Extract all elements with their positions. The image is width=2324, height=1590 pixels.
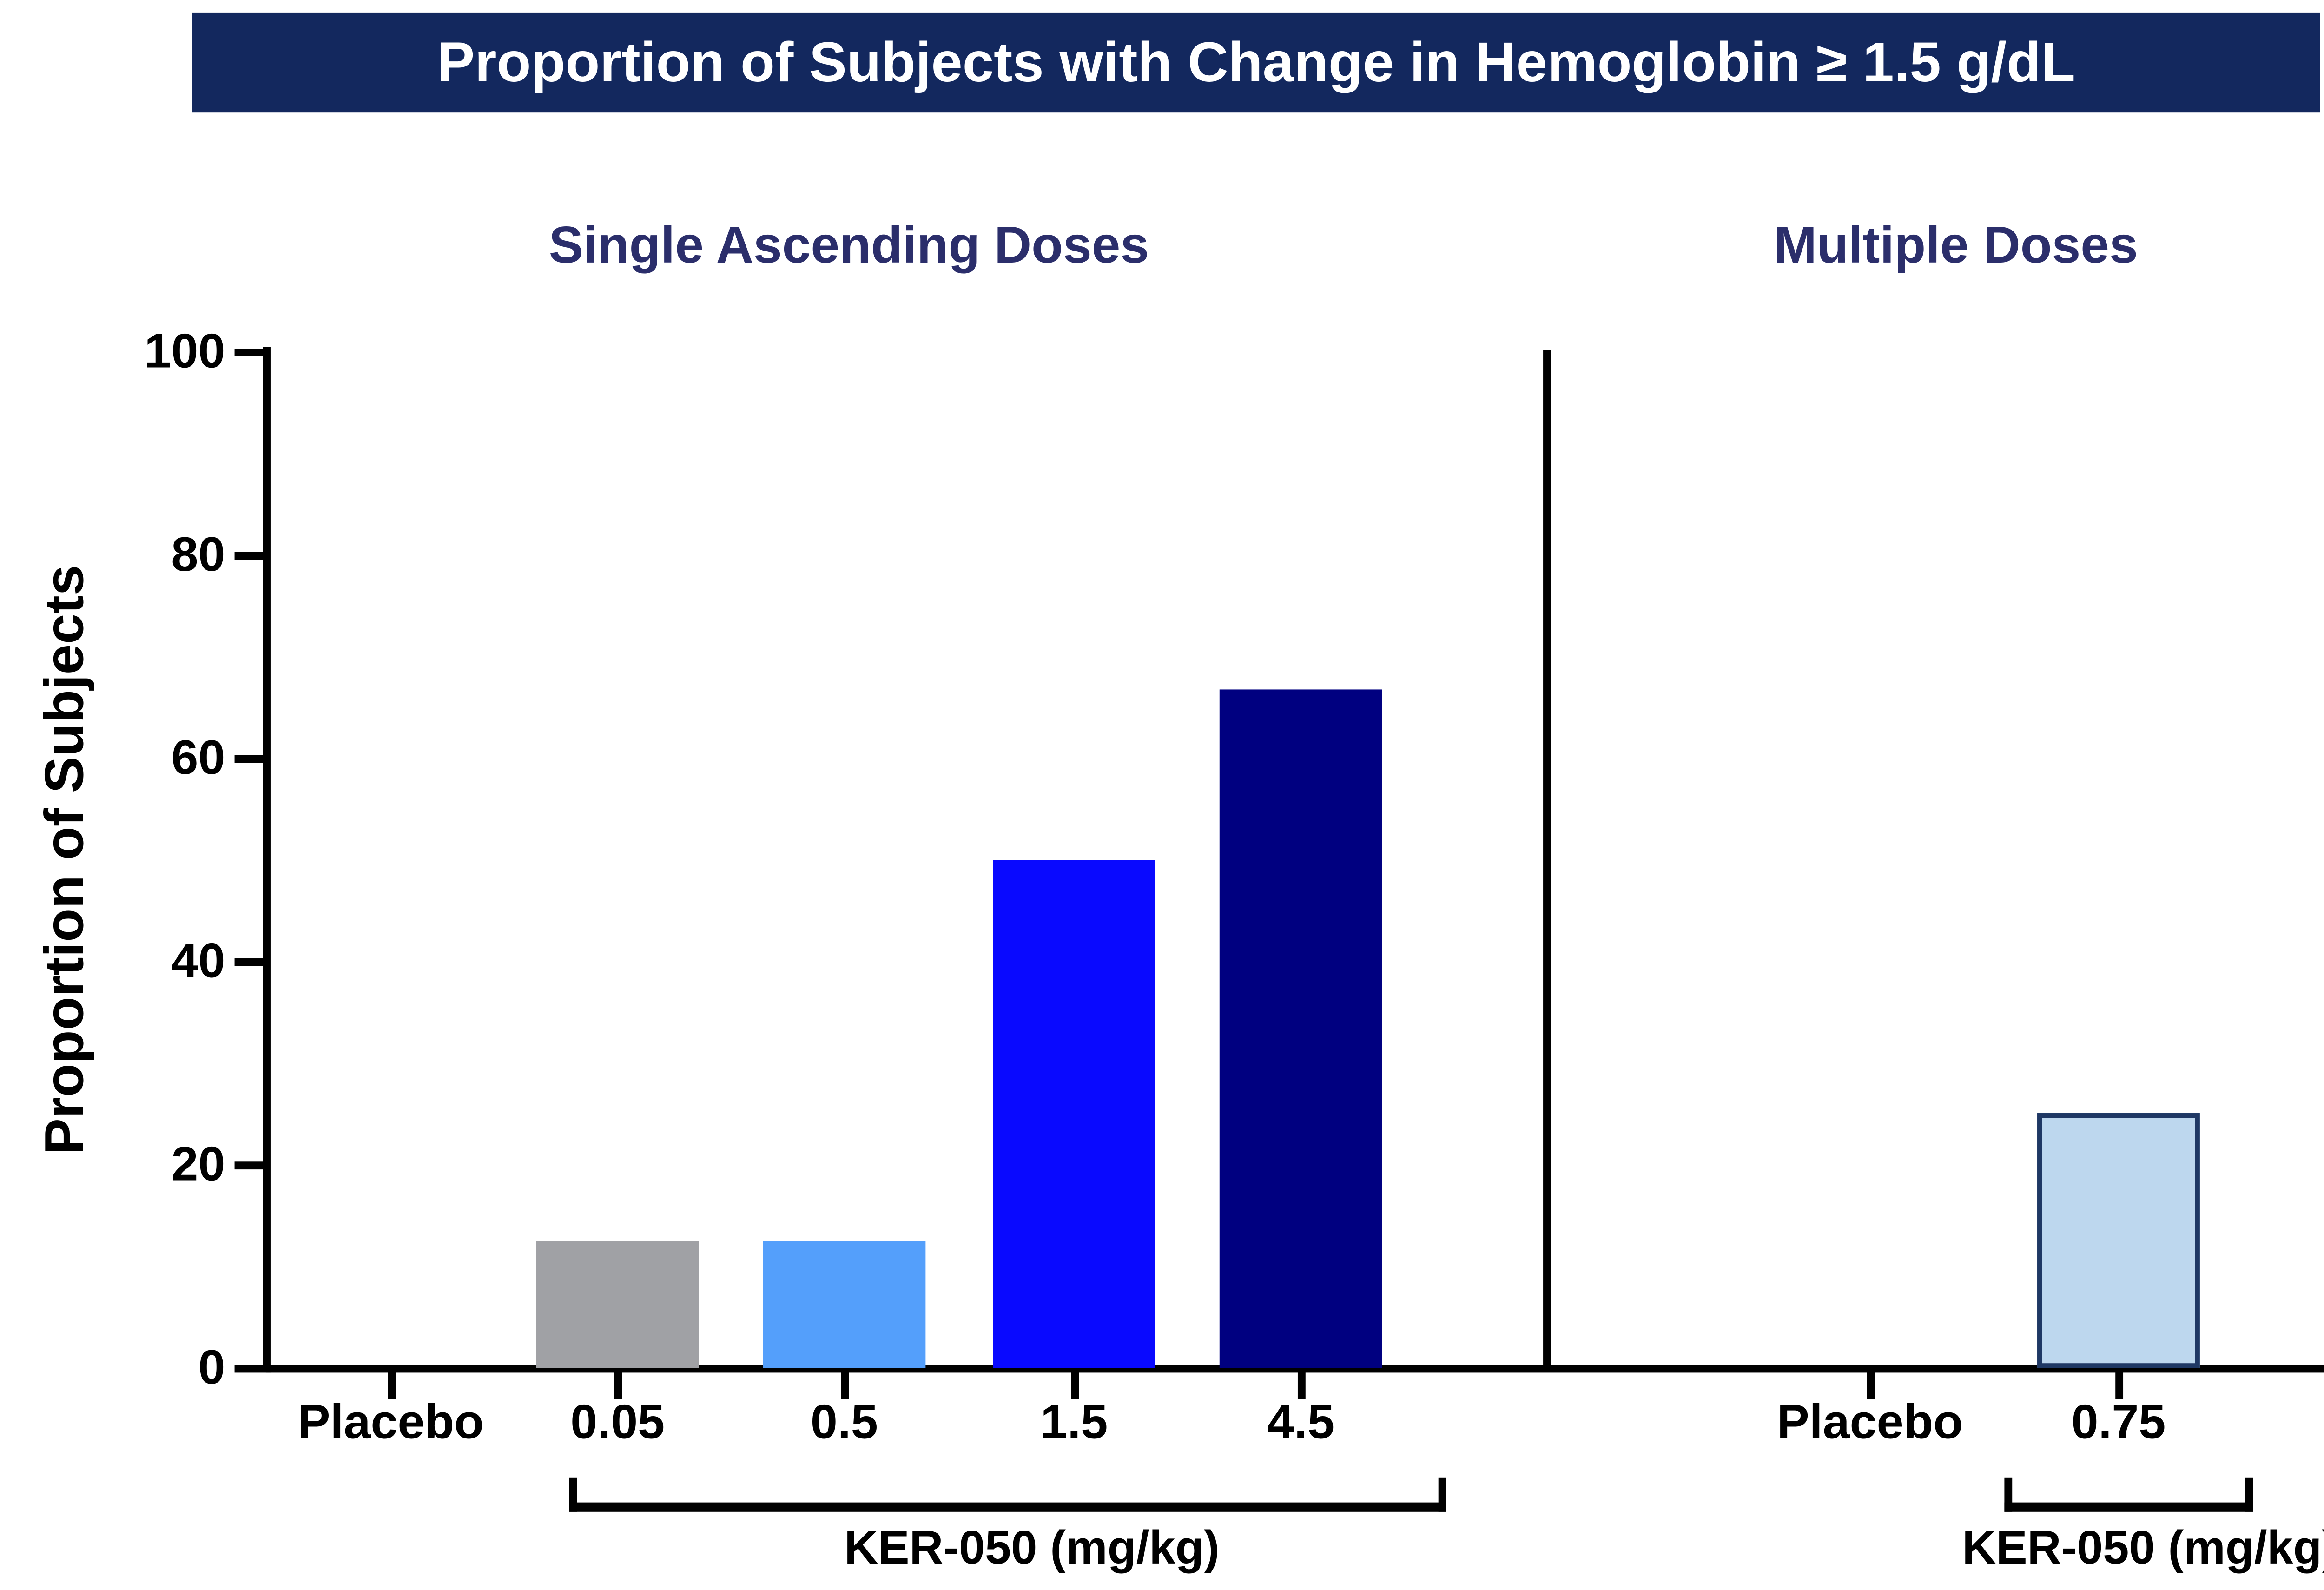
y-tick-label-0: 0 <box>198 1339 225 1395</box>
x-tick-0.05 <box>614 1371 622 1399</box>
y-tick-0 <box>234 1365 263 1373</box>
x-tick-4.5 <box>1297 1371 1306 1399</box>
bar-single-ascending-doses-1.5 <box>993 860 1155 1368</box>
x-tick-label-0.05: 0.05 <box>570 1394 665 1450</box>
x-tick-label-Placebo: Placebo <box>1777 1394 1963 1450</box>
x-tick-label-0.75: 0.75 <box>2071 1394 2166 1450</box>
bracket-label-right: KER-050 (mg/kg) <box>1962 1523 2324 1575</box>
x-tick-label-1.5: 1.5 <box>1040 1394 1108 1450</box>
y-tick-80 <box>234 552 263 560</box>
x-tick-0.5 <box>841 1371 849 1399</box>
y-tick-label-60: 60 <box>171 730 225 785</box>
bar-single-ascending-doses-4.5 <box>1219 689 1382 1368</box>
heading-single-ascending-doses: Single Ascending Doses <box>548 216 1149 274</box>
x-tick-label-Placebo: Placebo <box>297 1394 484 1450</box>
y-tick-40 <box>234 958 263 966</box>
panel-divider <box>1543 350 1551 1368</box>
dose-bracket-right <box>2004 1477 2253 1512</box>
y-axis-line <box>263 347 271 1373</box>
x-tick-1.5 <box>1071 1371 1079 1399</box>
y-axis-label: Proportion of Subjects <box>34 565 96 1155</box>
bracket-label-left: KER-050 (mg/kg) <box>844 1523 1220 1575</box>
y-tick-label-40: 40 <box>171 933 225 988</box>
x-tick-label-4.5: 4.5 <box>1267 1394 1335 1450</box>
x-tick-label-0.5: 0.5 <box>810 1394 878 1450</box>
y-tick-label-80: 80 <box>171 527 225 582</box>
bar-single-ascending-doses-0.05 <box>536 1241 699 1368</box>
dose-bracket-left <box>569 1477 1446 1512</box>
bar-multiple-doses-0.75 <box>2037 1113 2200 1368</box>
x-tick-Placebo <box>1867 1371 1875 1399</box>
y-tick-label-100: 100 <box>144 323 225 379</box>
x-tick-0.75 <box>2115 1371 2124 1399</box>
y-tick-label-20: 20 <box>171 1136 225 1192</box>
bar-single-ascending-doses-0.5 <box>763 1241 926 1368</box>
y-tick-60 <box>234 755 263 763</box>
y-tick-20 <box>234 1161 263 1170</box>
chart-title: Proportion of Subjects with Change in He… <box>437 29 2076 94</box>
x-tick-Placebo <box>388 1371 396 1399</box>
y-tick-100 <box>234 349 263 356</box>
title-banner: Proportion of Subjects with Change in He… <box>192 12 2320 113</box>
heading-multiple-doses: Multiple Doses <box>1774 216 2138 274</box>
